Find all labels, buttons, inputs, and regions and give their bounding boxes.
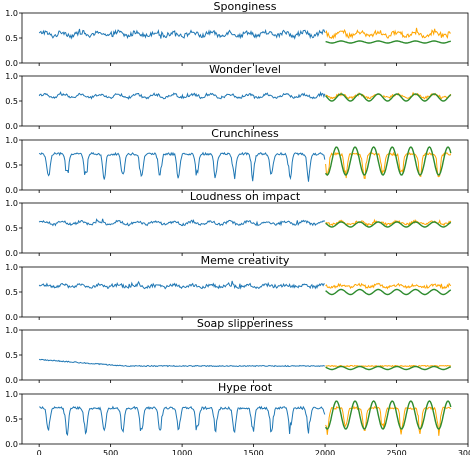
x-tick-label: 2500: [386, 449, 406, 455]
y-tick-label: 0.0: [5, 440, 18, 449]
panel-title: Meme creativity: [201, 254, 290, 267]
actual-series-line: [325, 27, 451, 40]
panel-title: Hype root: [218, 381, 273, 394]
y-tick-label: 0.5: [5, 97, 18, 106]
panel-title: Sponginess: [214, 0, 277, 13]
y-tick-label: 0.5: [5, 34, 18, 43]
y-tick-label: 1.0: [5, 72, 18, 81]
axes-frame: [21, 266, 469, 318]
panel-0: Sponginess 0.0 0.5 1.0: [5, 0, 469, 68]
y-tick-label: 0.5: [5, 415, 18, 424]
panel-2: Crunchiness 0.0 0.5 1.0: [5, 127, 469, 195]
axes-frame: [21, 329, 469, 381]
y-tick-label: 0.0: [5, 313, 18, 322]
forecast-series-line: [324, 146, 452, 176]
y-tick-label: 0.0: [5, 122, 18, 131]
forecast-series-line: [325, 93, 452, 102]
y-tick-label: 1.0: [5, 326, 18, 335]
axes-frame: [21, 75, 469, 127]
axes-frame: [21, 12, 469, 64]
axes-frame: [21, 393, 469, 445]
y-tick-label: 0.5: [5, 288, 18, 297]
x-tick-label: 2000: [315, 449, 335, 455]
observed-series-line: [38, 28, 326, 40]
x-tick-label: 1000: [172, 449, 192, 455]
panel-1: Wonder level 0.0 0.5 1.0: [5, 63, 469, 131]
x-tick-label: 0: [37, 449, 42, 455]
x-tick-label: 3000: [458, 449, 470, 455]
forecast-series-line: [325, 288, 452, 296]
forecast-series-line: [324, 400, 452, 430]
panel-5: Soap slipperiness 0.0 0.5 1.0: [5, 317, 469, 385]
axes-frame: [21, 139, 469, 191]
axes-frame: [21, 202, 469, 254]
panel-title: Loudness on impact: [190, 190, 301, 203]
y-tick-label: 1.0: [5, 263, 18, 272]
y-tick-label: 0.0: [5, 59, 18, 68]
y-tick-label: 0.0: [5, 249, 18, 258]
actual-series-line: [325, 218, 452, 227]
x-tick-label: 500: [103, 449, 118, 455]
y-tick-label: 1.0: [5, 199, 18, 208]
y-tick-label: 1.0: [5, 390, 18, 399]
observed-series-line: [38, 90, 326, 100]
y-tick-label: 0.5: [5, 224, 18, 233]
actual-series-line: [325, 282, 452, 290]
y-tick-label: 0.5: [5, 351, 18, 360]
observed-series-line: [38, 280, 325, 290]
panel-6: Hype root 0.0 0.5 1.0 0 500 1000 1500 2000 2500 30…: [5, 381, 470, 455]
panel-title: Soap slipperiness: [197, 317, 294, 330]
observed-series-line: [39, 405, 326, 437]
observed-series-line: [38, 151, 326, 182]
panel-title: Wonder level: [209, 63, 281, 76]
y-tick-label: 0.0: [5, 186, 18, 195]
panel-4: Meme creativity 0.0 0.5 1.0: [5, 254, 469, 322]
y-tick-label: 1.0: [5, 136, 18, 145]
y-tick-label: 0.5: [5, 161, 18, 170]
forecast-series-line: [325, 365, 452, 371]
forecast-series-line: [325, 40, 451, 44]
panel-3: Loudness on impact 0.0 0.5 1.0: [5, 190, 469, 258]
forecast-series-line: [325, 221, 452, 228]
observed-series-line: [38, 358, 325, 368]
observed-series-line: [38, 218, 326, 227]
y-tick-label: 1.0: [5, 9, 18, 18]
y-tick-label: 0.0: [5, 376, 18, 385]
actual-series-line: [325, 364, 452, 368]
x-tick-label: 1500: [243, 449, 263, 455]
panel-title: Crunchiness: [211, 127, 279, 140]
